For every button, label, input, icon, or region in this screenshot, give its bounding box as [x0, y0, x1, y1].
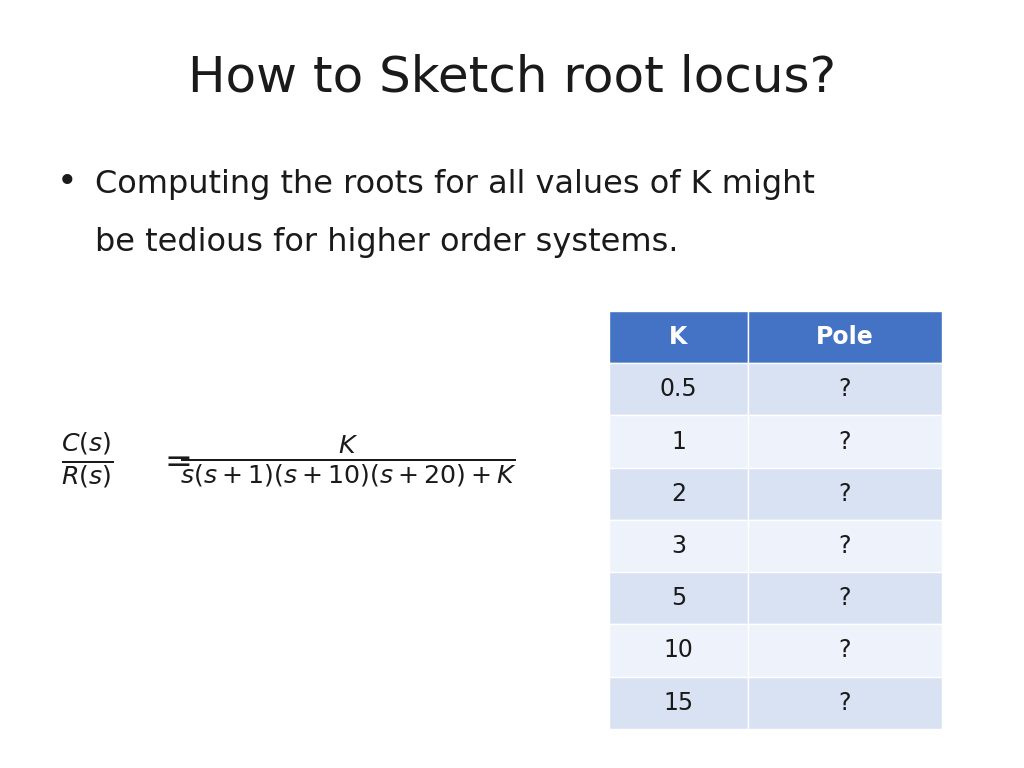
FancyBboxPatch shape [609, 415, 748, 468]
Text: $=$: $=$ [158, 445, 190, 477]
Text: Computing the roots for all values of K might: Computing the roots for all values of K … [95, 169, 815, 200]
FancyBboxPatch shape [748, 468, 942, 520]
FancyBboxPatch shape [609, 520, 748, 572]
Text: $\frac{K}{s(s+1)(s+10)(s+20)+K}$: $\frac{K}{s(s+1)(s+10)(s+20)+K}$ [180, 433, 516, 488]
FancyBboxPatch shape [609, 572, 748, 624]
Text: 0.5: 0.5 [659, 377, 697, 402]
Text: be tedious for higher order systems.: be tedious for higher order systems. [95, 227, 679, 257]
Text: •: • [56, 165, 77, 199]
FancyBboxPatch shape [609, 363, 748, 415]
Text: 15: 15 [664, 690, 693, 715]
FancyBboxPatch shape [609, 677, 748, 729]
Text: ?: ? [839, 690, 851, 715]
FancyBboxPatch shape [748, 415, 942, 468]
Text: 5: 5 [671, 586, 686, 611]
FancyBboxPatch shape [748, 677, 942, 729]
FancyBboxPatch shape [748, 624, 942, 677]
Text: ?: ? [839, 482, 851, 506]
Text: K: K [670, 325, 687, 349]
Text: $\frac{C(s)}{R(s)}$: $\frac{C(s)}{R(s)}$ [60, 431, 114, 491]
Text: ?: ? [839, 534, 851, 558]
FancyBboxPatch shape [748, 363, 942, 415]
FancyBboxPatch shape [748, 572, 942, 624]
Text: 3: 3 [671, 534, 686, 558]
FancyBboxPatch shape [609, 624, 748, 677]
Text: 1: 1 [671, 429, 686, 454]
FancyBboxPatch shape [748, 311, 942, 363]
FancyBboxPatch shape [609, 311, 748, 363]
Text: ?: ? [839, 377, 851, 402]
Text: 2: 2 [671, 482, 686, 506]
Text: 10: 10 [664, 638, 693, 663]
Text: ?: ? [839, 638, 851, 663]
Text: ?: ? [839, 429, 851, 454]
Text: Pole: Pole [816, 325, 873, 349]
FancyBboxPatch shape [609, 468, 748, 520]
Text: How to Sketch root locus?: How to Sketch root locus? [188, 54, 836, 102]
Text: ?: ? [839, 586, 851, 611]
FancyBboxPatch shape [748, 520, 942, 572]
